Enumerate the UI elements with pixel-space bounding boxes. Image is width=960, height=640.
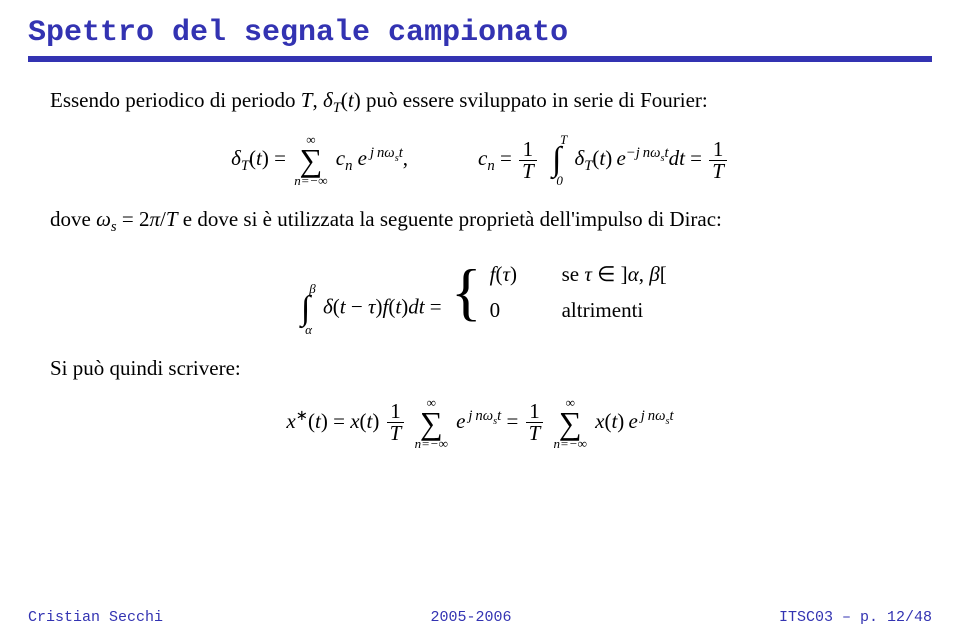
eq-left: δT(t) = ∞ ∑ n=−∞ cn e j nωst, [231, 133, 408, 187]
intro-text-pre: Essendo periodico di periodo [50, 88, 301, 112]
intro-text-post: può essere sviluppato in serie di Fourie… [361, 88, 708, 112]
footer-page: ITSC03 – p. 12/48 [779, 609, 932, 626]
case-se: se [562, 262, 585, 286]
case-1: f(τ) se τ ∈ ]α, β[ [490, 260, 667, 288]
dove-mid: e dove si è utilizzata la seguente propr… [178, 207, 722, 231]
math-omegas: ωs [96, 207, 117, 231]
integral-alpha-beta: β ∫ α [295, 282, 315, 336]
dirac-property-equation: β ∫ α δ(t − τ)f(t)dt = { f(τ) se τ ∈ ]α,… [50, 252, 910, 336]
cases-block: { f(τ) se τ ∈ ]α, β[ 0 altrimenti [447, 252, 667, 333]
footer: Cristian Secchi 2005-2006 ITSC03 – p. 12… [0, 609, 960, 626]
slide: Spettro del segnale campionato Essendo p… [0, 0, 960, 640]
sum-symbol: ∞ ∑ n=−∞ [294, 133, 327, 187]
title-rule-wrap [0, 56, 960, 82]
sipuo-paragraph: Si può quindi scrivere: [50, 354, 910, 382]
math-deltaT-t: δT [323, 88, 341, 112]
case-alt: altrimenti [562, 296, 644, 324]
sum-symbol-3: ∞ ∑ n=−∞ [554, 396, 587, 450]
title-rule [28, 56, 932, 62]
fourier-series-equation: δT(t) = ∞ ∑ n=−∞ cn e j nωst, cn = 1T T … [50, 133, 910, 187]
dove-pre: dove [50, 207, 96, 231]
sum-symbol-2: ∞ ∑ n=−∞ [415, 396, 448, 450]
case-2: 0 altrimenti [490, 296, 667, 324]
left-brace: { [451, 264, 482, 320]
dove-paragraph: dove ωs = 2π/T e dove si è utilizzata la… [50, 205, 910, 238]
intro-text-mid: , [312, 88, 323, 112]
integral-symbol: T ∫ 0 [546, 133, 567, 187]
final-equation: x∗(t) = x(t) 1T ∞ ∑ n=−∞ e j nωst = 1T ∞… [50, 396, 910, 450]
eq-right: cn = 1T T ∫ 0 δT(t) e−j nωstdt = 1T [478, 133, 729, 187]
math-T: T [301, 88, 313, 112]
intro-paragraph: Essendo periodico di periodo T, δT(t) pu… [50, 86, 910, 119]
footer-year: 2005-2006 [430, 609, 511, 626]
footer-author: Cristian Secchi [28, 609, 163, 626]
slide-title: Spettro del segnale campionato [0, 0, 960, 56]
slide-body: Essendo periodico di periodo T, δT(t) pu… [0, 82, 960, 450]
